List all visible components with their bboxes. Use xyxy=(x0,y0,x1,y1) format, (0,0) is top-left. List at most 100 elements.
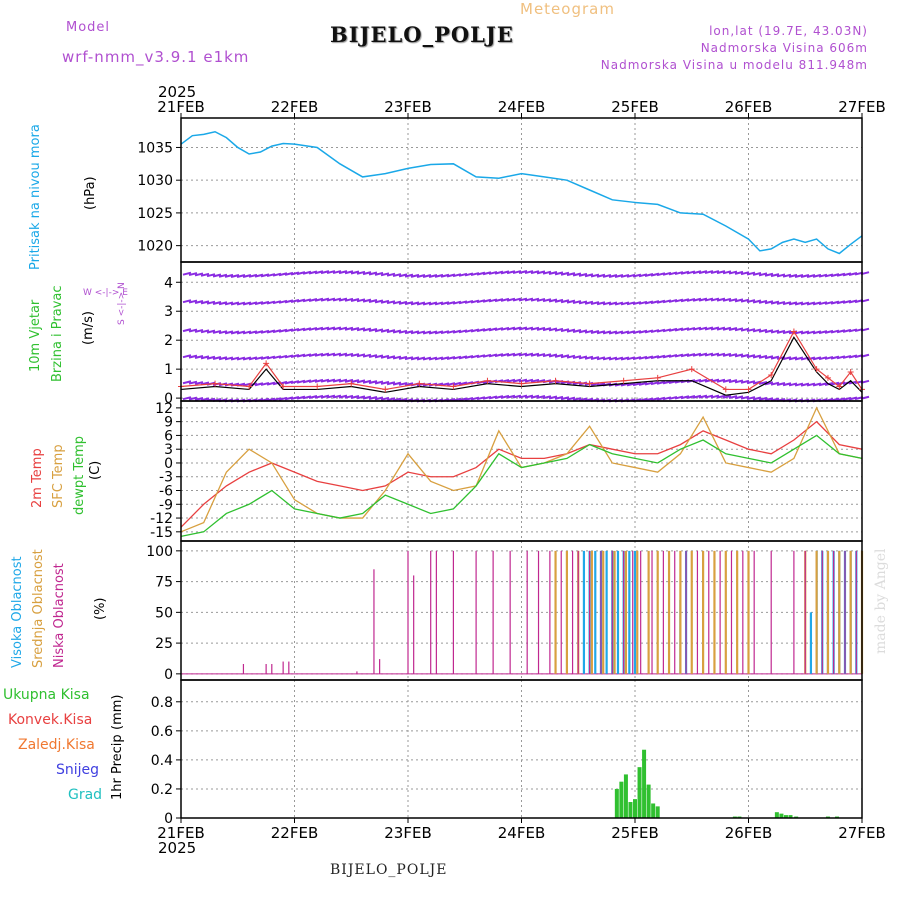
wind-barb xyxy=(740,379,750,384)
wind-barb xyxy=(362,353,372,358)
wind-barb xyxy=(632,382,642,387)
meteogram-label: Meteogram xyxy=(520,0,615,18)
wind-barb xyxy=(362,271,372,276)
wind-barb xyxy=(434,356,444,361)
wind-barb xyxy=(590,330,600,334)
wind-barb xyxy=(536,297,546,302)
wind-barb xyxy=(470,272,480,277)
year-label-bottom: 2025 xyxy=(158,839,196,857)
wind-barb xyxy=(404,273,414,278)
wind-barb xyxy=(500,326,510,331)
wind-barb xyxy=(422,356,432,361)
wind-barb xyxy=(242,274,252,278)
wind-barb xyxy=(782,273,792,278)
wind-barb xyxy=(524,270,534,275)
wind-barb xyxy=(536,394,546,399)
wind-barb xyxy=(848,396,858,401)
model-name: wrf-nmm_v3.9.1 e1km xyxy=(62,48,250,66)
dewpt-line xyxy=(180,434,863,538)
wind-barb xyxy=(386,397,396,402)
wind-barb xyxy=(464,355,474,359)
wind-barb xyxy=(416,301,426,306)
wind-barb xyxy=(566,328,576,333)
wind-barb xyxy=(314,297,324,302)
wind-barb xyxy=(452,300,462,305)
wind-barb xyxy=(794,330,804,335)
wind-barb xyxy=(524,352,534,357)
wind-barb xyxy=(530,297,540,302)
wind-barb xyxy=(290,396,300,400)
wind-barb xyxy=(758,354,768,359)
wind-barb xyxy=(614,356,624,361)
wind-gust-marker xyxy=(416,380,423,387)
wind-barb xyxy=(266,355,276,360)
wind-barb xyxy=(698,297,708,302)
wind-barb xyxy=(770,329,780,334)
wind-barb xyxy=(662,354,672,359)
wind-barb xyxy=(686,270,696,275)
wind-barb xyxy=(464,272,474,277)
wind-barb xyxy=(404,301,414,306)
wind-barb xyxy=(698,394,708,399)
wind-barb xyxy=(332,352,342,357)
wind-barb xyxy=(296,395,306,400)
wind-barb xyxy=(350,270,360,275)
wind-barb xyxy=(836,329,846,334)
y-tick-label: 1035 xyxy=(137,140,173,156)
wind-barb xyxy=(392,381,402,386)
wind-barb xyxy=(578,397,588,402)
wind-barb xyxy=(818,382,828,387)
wind-barb xyxy=(518,378,528,383)
wind-barb xyxy=(530,326,540,331)
x-tick-label-bottom: 22FEB xyxy=(271,824,318,842)
wind-barb xyxy=(350,327,360,331)
wind-barb xyxy=(500,352,510,357)
precip-bar xyxy=(633,799,637,818)
wind-barb xyxy=(596,382,606,387)
wind-barb xyxy=(386,300,396,305)
wind-barb xyxy=(680,327,690,332)
wind-barb xyxy=(260,300,270,305)
wind-barb xyxy=(344,394,354,399)
wind-barb xyxy=(638,329,648,334)
wind-barb xyxy=(512,270,522,275)
wind-barb xyxy=(578,272,588,277)
wind-barb xyxy=(302,270,312,275)
wind-barb xyxy=(560,271,570,276)
wind-barb xyxy=(506,270,516,275)
wind-barb xyxy=(512,394,522,399)
wind-barb xyxy=(836,272,846,277)
precip-bar xyxy=(646,784,651,818)
cloud-ylabel-3: Niska Oblacnost xyxy=(52,563,67,668)
wind-barb xyxy=(398,300,408,305)
wind-barb xyxy=(554,327,564,332)
wind-barb xyxy=(686,353,696,357)
wind-barb xyxy=(542,327,552,332)
wind-barb xyxy=(200,381,210,386)
wind-barb xyxy=(794,382,804,387)
wind-barb xyxy=(746,328,756,333)
precip-ylabel: 1hr Precip xyxy=(110,734,125,800)
wind-barb xyxy=(728,270,738,275)
wind-barb xyxy=(278,272,288,277)
wind-barb xyxy=(224,330,234,335)
wind-barb xyxy=(320,297,330,302)
wind-barb xyxy=(704,270,714,275)
cloud-ylabel-1: Visoka Oblacnost xyxy=(10,556,25,668)
wind-barb xyxy=(356,379,366,384)
wind-barb xyxy=(632,301,642,306)
model-label: Model xyxy=(66,20,111,35)
wind-barb xyxy=(656,380,666,385)
wind-gust-line xyxy=(180,330,863,391)
wind-barb xyxy=(332,270,342,275)
wind-barb xyxy=(476,328,486,333)
wind-barb xyxy=(188,354,198,359)
wind-barb xyxy=(374,354,384,359)
wind-barb xyxy=(548,271,558,275)
wind-gust-marker xyxy=(824,374,831,381)
wind-barb xyxy=(788,273,798,278)
wind-barb xyxy=(248,356,258,361)
wind-barb xyxy=(290,380,300,385)
wind-barb xyxy=(536,352,546,357)
